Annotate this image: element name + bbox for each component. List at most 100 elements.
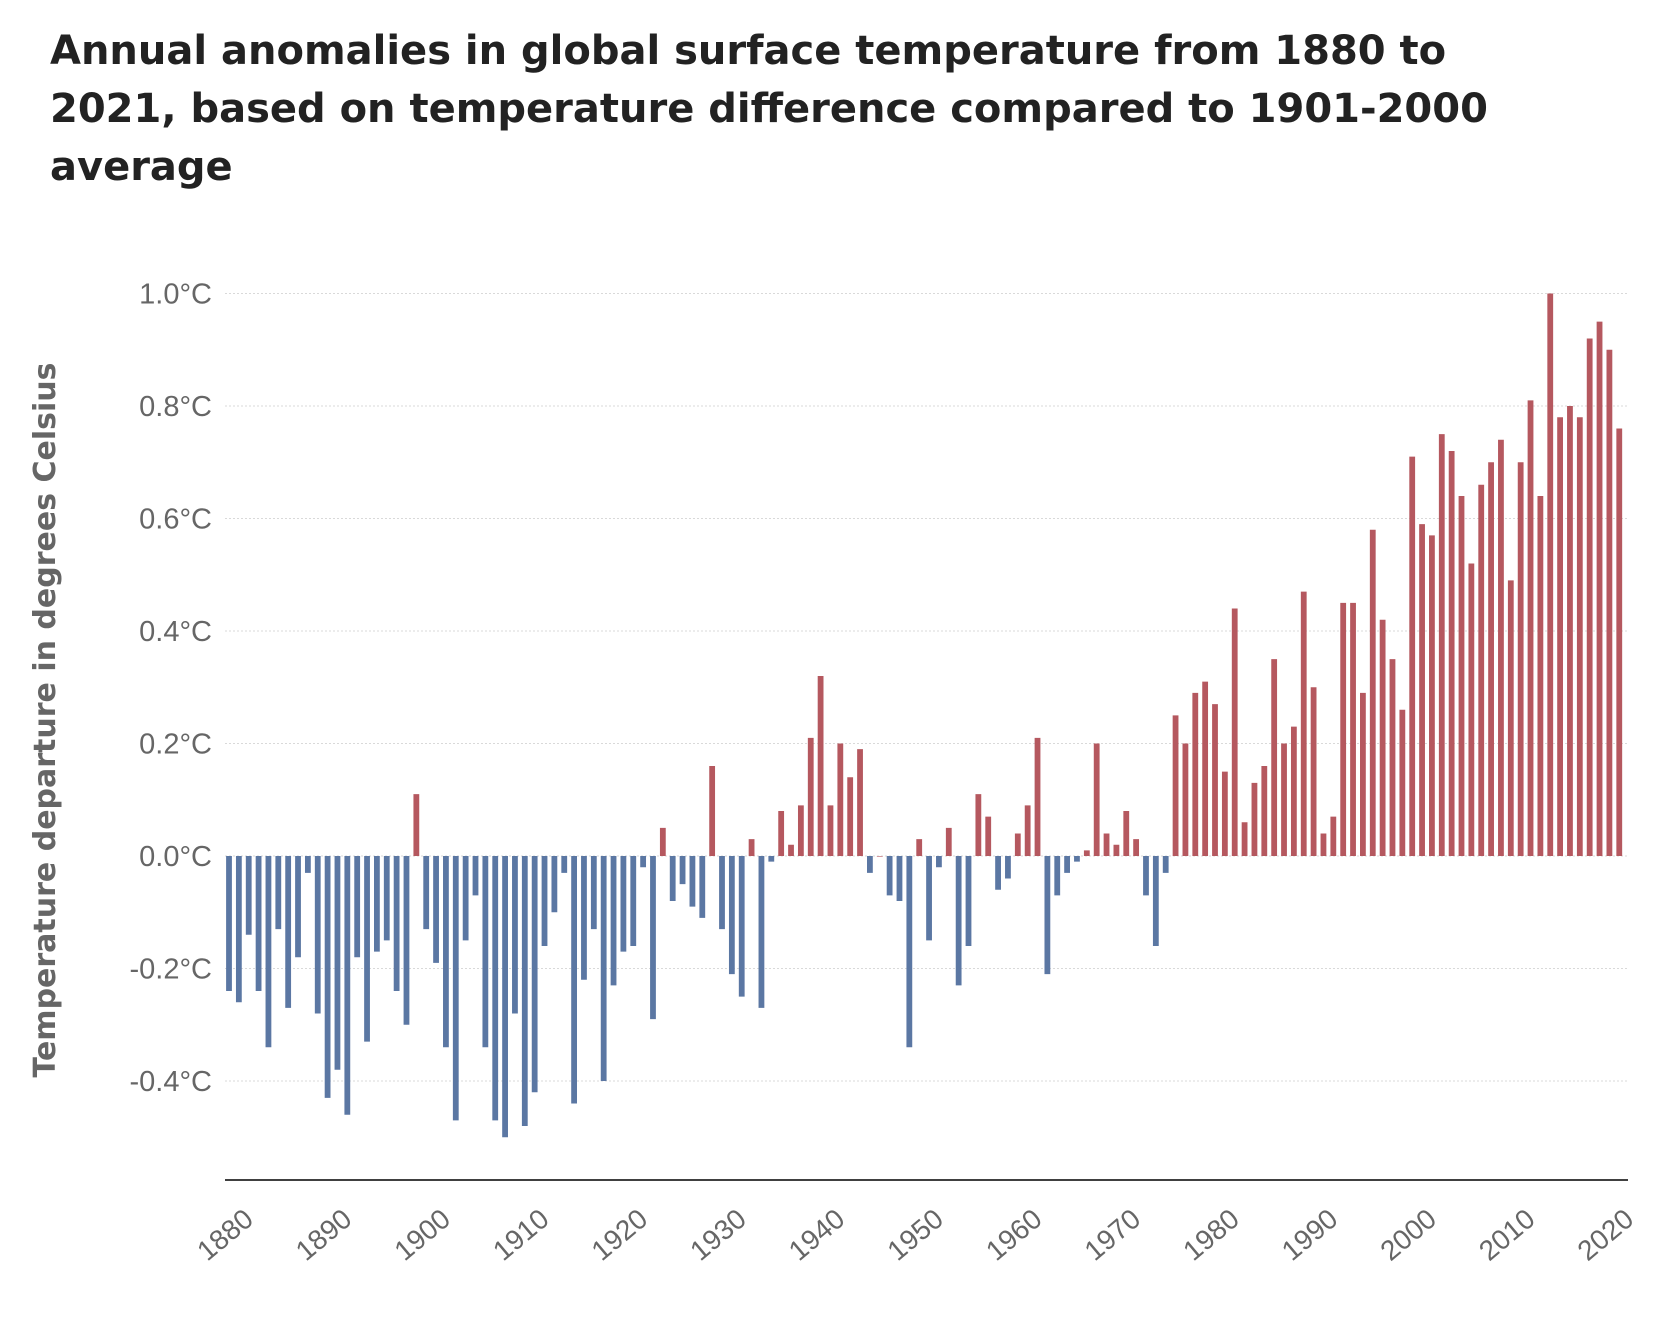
bar xyxy=(1123,811,1130,856)
bar xyxy=(1231,608,1238,856)
bar xyxy=(916,839,923,857)
chart-title: Annual anomalies in global surface tempe… xyxy=(50,28,1488,190)
bar xyxy=(324,856,331,1098)
x-tick-label: 1910 xyxy=(487,1203,555,1267)
bar xyxy=(1192,692,1199,857)
bar xyxy=(1182,743,1189,856)
x-tick-label: 2010 xyxy=(1473,1203,1541,1267)
bar xyxy=(1586,338,1593,856)
bar xyxy=(1310,687,1317,856)
bar xyxy=(581,856,587,980)
bar xyxy=(1468,563,1475,856)
bar xyxy=(807,737,814,857)
y-axis-ticks: -0.4°C -0.2°C 0.0°C 0.2°C 0.4°C 0.6°C 0.8°C 1.0… xyxy=(129,279,212,1099)
bar xyxy=(285,856,292,1008)
bar xyxy=(1369,529,1376,856)
bar xyxy=(630,856,637,946)
bar xyxy=(1379,619,1386,856)
bar xyxy=(354,856,361,958)
x-tick-label: 1920 xyxy=(586,1203,654,1267)
bar xyxy=(1478,484,1485,856)
bar xyxy=(1429,535,1435,857)
bar xyxy=(650,856,656,1020)
bar xyxy=(255,856,262,991)
bar xyxy=(1389,659,1396,857)
bar xyxy=(719,856,725,930)
bar xyxy=(896,856,903,901)
x-tick-label: 1980 xyxy=(1177,1203,1245,1267)
bar xyxy=(857,749,863,857)
bar xyxy=(1212,704,1218,857)
bar xyxy=(364,856,370,1042)
bar xyxy=(1320,833,1327,856)
bar xyxy=(1498,439,1504,856)
bar xyxy=(1261,766,1268,856)
bar xyxy=(502,856,508,1138)
bar xyxy=(443,856,449,1048)
bar xyxy=(295,856,301,958)
bar xyxy=(1330,816,1337,857)
bar xyxy=(1162,856,1169,873)
bar xyxy=(1202,681,1209,857)
x-axis-ticks: 1880 1890 1900 1910 1920 1930 1940 1950 1960 1970… xyxy=(191,1203,1639,1267)
x-tick-label: 2000 xyxy=(1374,1203,1442,1267)
bar xyxy=(245,856,252,935)
bar xyxy=(1103,833,1110,856)
bar xyxy=(699,856,706,918)
bar xyxy=(1044,856,1051,975)
bar xyxy=(1527,400,1534,856)
bar xyxy=(1409,456,1416,857)
bar xyxy=(1281,743,1287,856)
bar xyxy=(1488,462,1494,856)
bar xyxy=(334,856,341,1070)
bar xyxy=(797,805,804,857)
bar xyxy=(1448,451,1455,856)
bar xyxy=(1438,434,1445,857)
bar xyxy=(1300,591,1307,857)
bar xyxy=(541,856,548,946)
bar xyxy=(1517,462,1524,856)
x-tick-label: 1950 xyxy=(881,1203,949,1267)
bar xyxy=(1014,833,1021,856)
bar xyxy=(1537,496,1544,856)
bar xyxy=(610,856,617,986)
bar xyxy=(571,856,577,1104)
bar xyxy=(462,856,469,941)
bar xyxy=(403,856,410,1025)
y-tick-label: 0.6°C xyxy=(139,504,212,536)
x-tick-label: 1970 xyxy=(1079,1203,1147,1267)
bar xyxy=(1399,709,1406,856)
bar xyxy=(452,856,459,1121)
bar xyxy=(1458,496,1465,856)
bar xyxy=(600,856,607,1081)
bar xyxy=(709,766,716,856)
bar xyxy=(1133,839,1140,857)
bar xyxy=(1557,417,1563,856)
bar xyxy=(590,856,597,930)
bar xyxy=(728,856,735,975)
bar xyxy=(304,856,311,873)
bar xyxy=(1005,856,1011,879)
y-tick-label: 1.0°C xyxy=(139,279,212,311)
bar xyxy=(314,856,321,1014)
y-tick-label: 0.8°C xyxy=(139,391,212,423)
bar xyxy=(1271,659,1278,857)
bar xyxy=(531,856,538,1093)
bar xyxy=(482,856,489,1048)
bar xyxy=(1547,293,1554,856)
x-tick-label: 1990 xyxy=(1276,1203,1344,1267)
bar xyxy=(1083,850,1090,857)
bar xyxy=(827,805,834,857)
bar xyxy=(886,856,893,896)
bar xyxy=(748,839,755,857)
bar xyxy=(1064,856,1070,873)
bar xyxy=(847,777,854,856)
y-tick-label: 0.4°C xyxy=(139,616,212,648)
bar xyxy=(472,856,479,896)
bar xyxy=(1596,321,1603,857)
y-tick-label: -0.4°C xyxy=(129,1066,212,1098)
bar xyxy=(275,856,282,930)
bar xyxy=(975,794,982,857)
bar xyxy=(1074,856,1080,862)
y-axis-title: Temperature departure in degrees Celsius xyxy=(28,362,63,1077)
